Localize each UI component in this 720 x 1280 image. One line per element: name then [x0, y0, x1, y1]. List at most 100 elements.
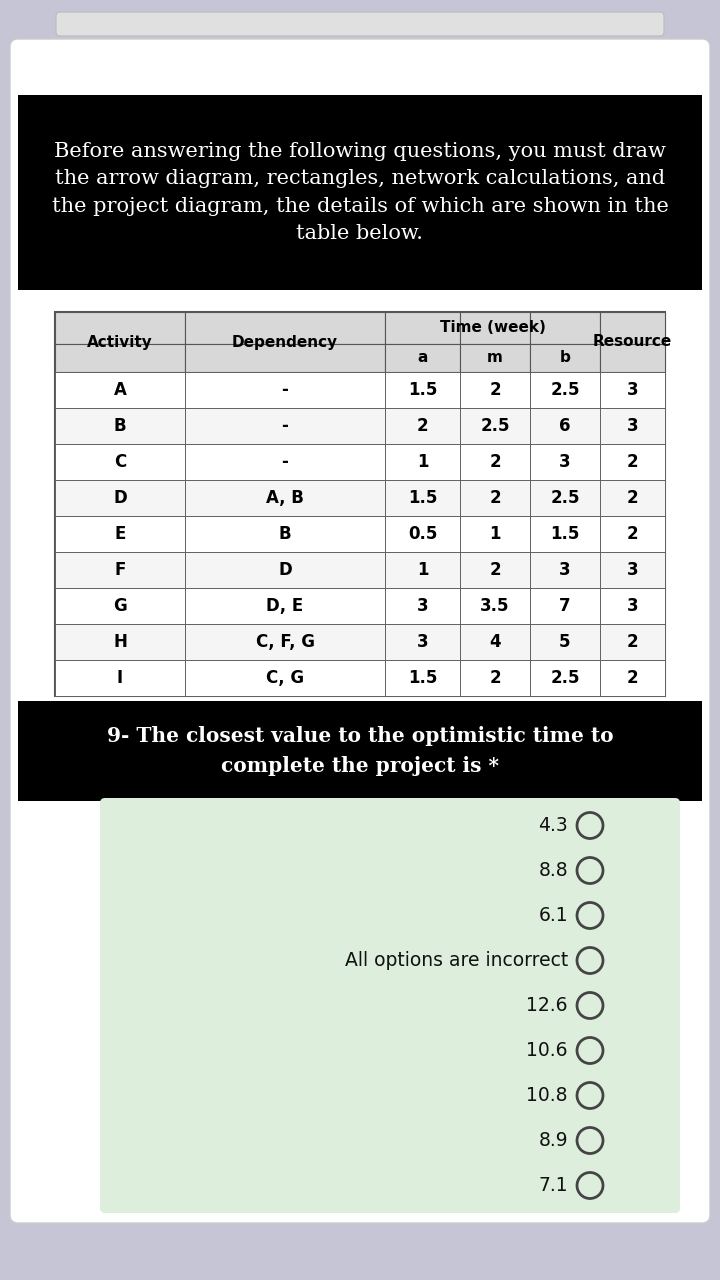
Text: 7.1: 7.1	[539, 1176, 568, 1196]
Bar	[530, 312, 600, 344]
Bar	[600, 444, 665, 480]
Text: 2: 2	[489, 561, 501, 579]
Text: 8.8: 8.8	[539, 861, 568, 881]
Bar	[600, 372, 665, 408]
Bar	[185, 516, 385, 552]
Text: 1: 1	[417, 561, 428, 579]
Text: 3: 3	[626, 417, 639, 435]
Bar	[460, 372, 530, 408]
Text: 12.6: 12.6	[526, 996, 568, 1015]
Bar	[385, 372, 460, 408]
Text: -: -	[282, 453, 289, 471]
Bar	[185, 344, 385, 372]
Bar	[460, 516, 530, 552]
Text: 7: 7	[559, 596, 571, 614]
Text: 2: 2	[626, 489, 639, 507]
Text: 1: 1	[417, 453, 428, 471]
Bar	[185, 623, 385, 660]
Text: 1.5: 1.5	[550, 525, 580, 543]
Bar	[185, 312, 385, 344]
Bar	[55, 516, 185, 552]
Text: a: a	[418, 351, 428, 366]
Bar	[385, 444, 460, 480]
Text: Activity: Activity	[87, 334, 153, 349]
Bar	[55, 480, 185, 516]
Bar	[530, 444, 600, 480]
Text: I: I	[117, 669, 123, 687]
Bar	[55, 444, 185, 480]
Text: 2.5: 2.5	[550, 669, 580, 687]
Text: 2.5: 2.5	[550, 381, 580, 399]
Bar	[55, 588, 185, 623]
Bar	[55, 344, 185, 372]
Bar	[18, 95, 702, 291]
Text: 6: 6	[559, 417, 571, 435]
Text: 2.5: 2.5	[480, 417, 510, 435]
Bar	[530, 588, 600, 623]
Bar	[460, 344, 530, 372]
Text: B: B	[114, 417, 126, 435]
Bar	[385, 480, 460, 516]
Bar	[385, 588, 460, 623]
Bar	[600, 480, 665, 516]
Bar	[185, 588, 385, 623]
Bar	[385, 623, 460, 660]
Bar	[530, 408, 600, 444]
Text: C: C	[114, 453, 126, 471]
Text: C, F, G: C, F, G	[256, 634, 315, 652]
Text: 3: 3	[626, 561, 639, 579]
Bar	[185, 552, 385, 588]
Bar	[385, 516, 460, 552]
Text: 3: 3	[559, 453, 571, 471]
Bar	[530, 660, 600, 696]
Bar	[460, 312, 530, 344]
Bar	[55, 312, 665, 696]
Bar	[530, 372, 600, 408]
Text: 2: 2	[489, 381, 501, 399]
Bar	[460, 623, 530, 660]
Bar	[600, 408, 665, 444]
Text: D: D	[113, 489, 127, 507]
Text: 9- The closest value to the optimistic time to
complete the project is *: 9- The closest value to the optimistic t…	[107, 726, 613, 776]
Bar	[55, 312, 185, 344]
Text: 10.6: 10.6	[526, 1041, 568, 1060]
Text: 4: 4	[489, 634, 501, 652]
Text: 1.5: 1.5	[408, 381, 437, 399]
Text: 6.1: 6.1	[539, 906, 568, 925]
Bar	[460, 408, 530, 444]
Text: Dependency: Dependency	[232, 334, 338, 349]
Text: 1: 1	[490, 525, 500, 543]
Text: 3: 3	[626, 381, 639, 399]
Text: 2: 2	[626, 525, 639, 543]
Text: 2: 2	[626, 634, 639, 652]
Bar	[600, 660, 665, 696]
FancyBboxPatch shape	[100, 797, 680, 1213]
Text: 2: 2	[489, 489, 501, 507]
Bar	[530, 623, 600, 660]
Text: 4.3: 4.3	[539, 817, 568, 835]
Text: 0.5: 0.5	[408, 525, 437, 543]
Bar	[460, 552, 530, 588]
Bar	[55, 408, 185, 444]
Bar	[600, 344, 665, 372]
Text: m: m	[487, 351, 503, 366]
Text: Resource: Resource	[593, 334, 672, 349]
Text: B: B	[279, 525, 292, 543]
Text: 3.5: 3.5	[480, 596, 510, 614]
Bar	[385, 408, 460, 444]
Text: 5: 5	[559, 634, 571, 652]
Text: 2: 2	[626, 453, 639, 471]
FancyBboxPatch shape	[56, 12, 664, 36]
Text: D: D	[278, 561, 292, 579]
Text: H: H	[113, 634, 127, 652]
Bar	[18, 701, 702, 801]
Text: -: -	[282, 381, 289, 399]
Bar	[185, 660, 385, 696]
Bar	[460, 480, 530, 516]
Text: 3: 3	[559, 561, 571, 579]
Bar	[460, 444, 530, 480]
Text: 2.5: 2.5	[550, 489, 580, 507]
Text: 2: 2	[489, 669, 501, 687]
Text: D, E: D, E	[266, 596, 304, 614]
Bar	[530, 516, 600, 552]
